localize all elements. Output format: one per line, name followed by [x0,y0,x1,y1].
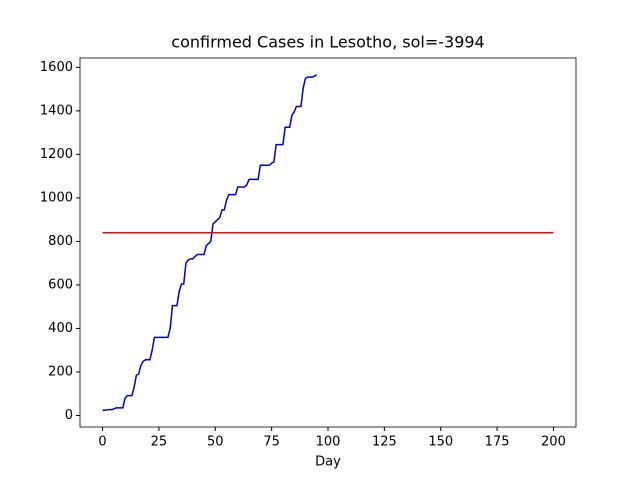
y-tick-label: 1400 [40,103,73,118]
y-tick-label: 600 [48,277,73,292]
y-tick-label: 1000 [40,190,73,205]
y-tick-label: 0 [65,408,73,423]
y-tick-label: 1200 [40,147,73,162]
y-tick-label: 1600 [40,60,73,75]
x-tick-label: 125 [372,435,397,450]
x-tick-label: 200 [541,435,566,450]
x-tick-label: 175 [485,435,510,450]
x-axis-label: Day [315,455,341,470]
x-tick-label: 25 [151,435,168,450]
line [102,74,318,411]
y-tick-label: 400 [48,321,73,336]
x-tick-label: 150 [428,435,453,450]
y-tick-label: 200 [48,364,73,379]
x-tick-label: 100 [316,435,341,450]
x-tick-label: 75 [263,435,280,450]
chart-title: confirmed Cases in Lesotho, sol=-3994 [171,33,484,52]
plot-frame [79,57,577,428]
x-tick-label: 50 [207,435,224,450]
x-tick-label: 0 [98,435,106,450]
y-tick-label: 800 [48,234,73,249]
